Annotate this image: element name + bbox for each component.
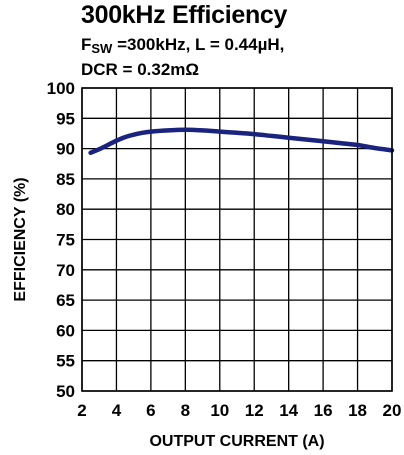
series-layer	[88, 127, 395, 156]
x-tick-label: 6	[146, 401, 155, 420]
y-tick-label: 75	[56, 231, 75, 250]
x-tick-label: 18	[348, 401, 367, 420]
tick-labels: 2 4 6 8 10 12 14 16 18 20 50 55 60 65 70 75 80 85 90 95 100	[47, 79, 402, 420]
x-tick-label: 8	[181, 401, 190, 420]
fsw-symbol: F	[81, 35, 92, 54]
x-tick-label: 20	[383, 401, 402, 420]
fsw-subscript: SW	[91, 41, 113, 56]
y-tick-label: 60	[56, 321, 75, 340]
x-tick-label: 12	[245, 401, 264, 420]
efficiency-curve	[88, 127, 395, 156]
y-tick-label: 50	[56, 382, 75, 401]
y-tick-label: 90	[56, 140, 75, 159]
y-tick-label: 70	[56, 261, 75, 280]
x-tick-label: 10	[210, 401, 229, 420]
x-tick-label: 4	[112, 401, 122, 420]
subtitle-line-1-rest: =300kHz, L = 0.44µH,	[112, 35, 285, 54]
x-axis-label: OUTPUT CURRENT (A)	[149, 433, 324, 450]
y-axis-label: EFFICIENCY (%)	[12, 177, 29, 301]
x-tick-label: 2	[77, 401, 86, 420]
y-tick-label: 95	[56, 109, 75, 128]
x-tick-label: 16	[314, 401, 333, 420]
y-tick-label: 85	[56, 170, 75, 189]
subtitle-line-1: FSW =300kHz, L = 0.44µH,	[81, 34, 284, 59]
plot-frame	[81, 87, 393, 392]
y-tick-label: 65	[56, 291, 75, 310]
subtitle-line-2: DCR = 0.32mΩ	[81, 60, 200, 79]
y-tick-label: 80	[56, 200, 75, 219]
y-tick-label: 55	[56, 352, 75, 371]
y-tick-label: 100	[47, 79, 75, 98]
chart-subtitle: FSW =300kHz, L = 0.44µH, DCR = 0.32mΩ	[81, 34, 284, 80]
x-tick-label: 14	[279, 401, 298, 420]
chart-title: 300kHz Efficiency	[81, 1, 288, 29]
